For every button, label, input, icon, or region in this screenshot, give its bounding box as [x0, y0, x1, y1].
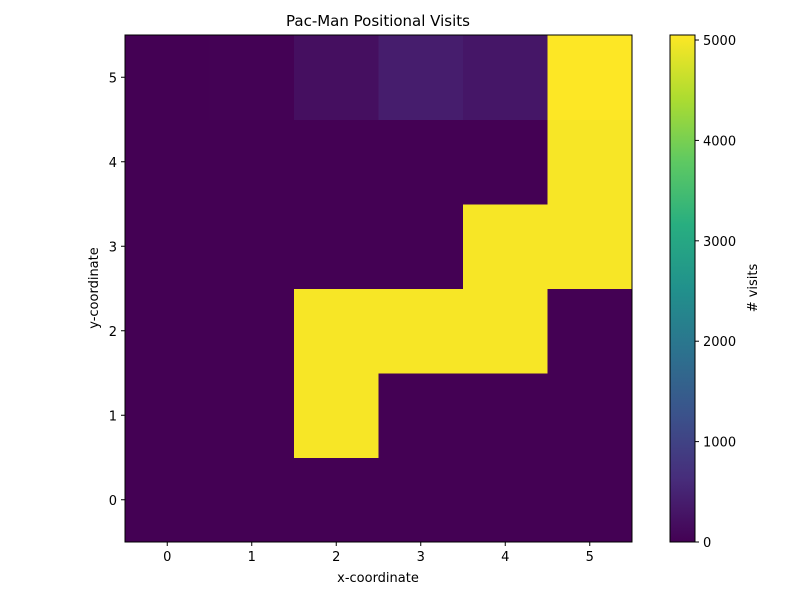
heatmap-cell-3-4 [378, 119, 464, 205]
x-tick-label: 1 [248, 550, 256, 565]
colorbar-tick-label: 1000 [703, 436, 736, 451]
heatmap-cell-3-3 [378, 204, 464, 289]
heatmap-cell-2-5 [294, 35, 379, 120]
heatmap-cell-5-3 [547, 204, 633, 289]
heatmap-cell-1-4 [209, 119, 295, 205]
heatmap-cell-1-1 [209, 373, 295, 458]
heatmap-cell-2-4 [294, 119, 379, 205]
heatmap-cell-0-2 [125, 288, 210, 374]
heatmap-cell-4-4 [463, 119, 548, 205]
x-tick-label: 2 [332, 550, 340, 565]
heatmap-cell-2-1 [294, 373, 379, 458]
heatmap-cell-2-3 [294, 204, 379, 289]
x-tick-label: 4 [501, 550, 509, 565]
heatmap-cell-4-1 [463, 373, 548, 458]
y-tick-label: 4 [109, 156, 117, 171]
heatmap-cell-4-0 [463, 457, 548, 543]
x-tick-label: 3 [417, 550, 425, 565]
y-tick-label: 3 [109, 240, 117, 255]
colorbar [669, 34, 696, 543]
colorbar-tick-label: 4000 [703, 134, 736, 149]
y-tick-label: 0 [109, 494, 117, 509]
heatmap-cell-5-5 [547, 35, 633, 120]
heatmap-cell-2-0 [294, 457, 379, 543]
heatmap-cell-0-4 [125, 119, 210, 205]
heatmap-cell-4-5 [463, 35, 548, 120]
heatmap-cell-3-2 [378, 288, 464, 374]
heatmap-cell-1-5 [209, 35, 295, 120]
colorbar-tick-label: 0 [703, 536, 711, 551]
heatmap-cell-0-3 [125, 204, 210, 289]
heatmap-cell-5-1 [547, 373, 633, 458]
colorbar-tick-label: 3000 [703, 235, 736, 250]
heatmap-cell-0-1 [125, 373, 210, 458]
heatmap-cell-0-5 [125, 35, 210, 120]
colorbar-label: # visits [746, 263, 761, 312]
y-tick-label: 2 [109, 325, 117, 340]
y-tick-label: 5 [109, 71, 117, 86]
heatmap-cell-3-1 [378, 373, 464, 458]
x-axis-ticks: 0 1 2 3 4 5 [163, 542, 594, 565]
heatmap-cell-5-4 [547, 119, 633, 205]
heatmap-cell-4-3 [463, 204, 548, 289]
heatmap-cell-1-3 [209, 204, 295, 289]
colorbar-tick-label: 5000 [703, 34, 736, 49]
heatmap-cell-3-5 [378, 35, 464, 120]
heatmap-cell-0-0 [125, 457, 210, 543]
x-axis-label: x-coordinate [337, 571, 419, 586]
heatmap-cell-5-0 [547, 457, 633, 543]
x-tick-label: 5 [586, 550, 594, 565]
heatmap-cell-3-0 [378, 457, 464, 543]
plot-frame [124, 34, 633, 543]
colorbar-ticks: 0 1000 2000 3000 4000 5000 [695, 34, 736, 551]
heatmap-cell-5-2 [547, 288, 633, 374]
heatmap-cell-1-0 [209, 457, 295, 543]
y-tick-label: 1 [109, 409, 117, 424]
colorbar-tick-label: 2000 [703, 335, 736, 350]
heatmap-cell-4-2 [463, 288, 548, 374]
heatmap-cell-1-2 [209, 288, 295, 374]
x-tick-label: 0 [163, 550, 171, 565]
chart-title: Pac-Man Positional Visits [286, 12, 470, 30]
heatmap-cells [125, 35, 633, 543]
heatmap-cell-2-2 [294, 288, 379, 374]
y-axis-ticks: 0 1 2 3 4 5 [109, 71, 125, 509]
y-axis-label: y-coordinate [87, 247, 102, 329]
